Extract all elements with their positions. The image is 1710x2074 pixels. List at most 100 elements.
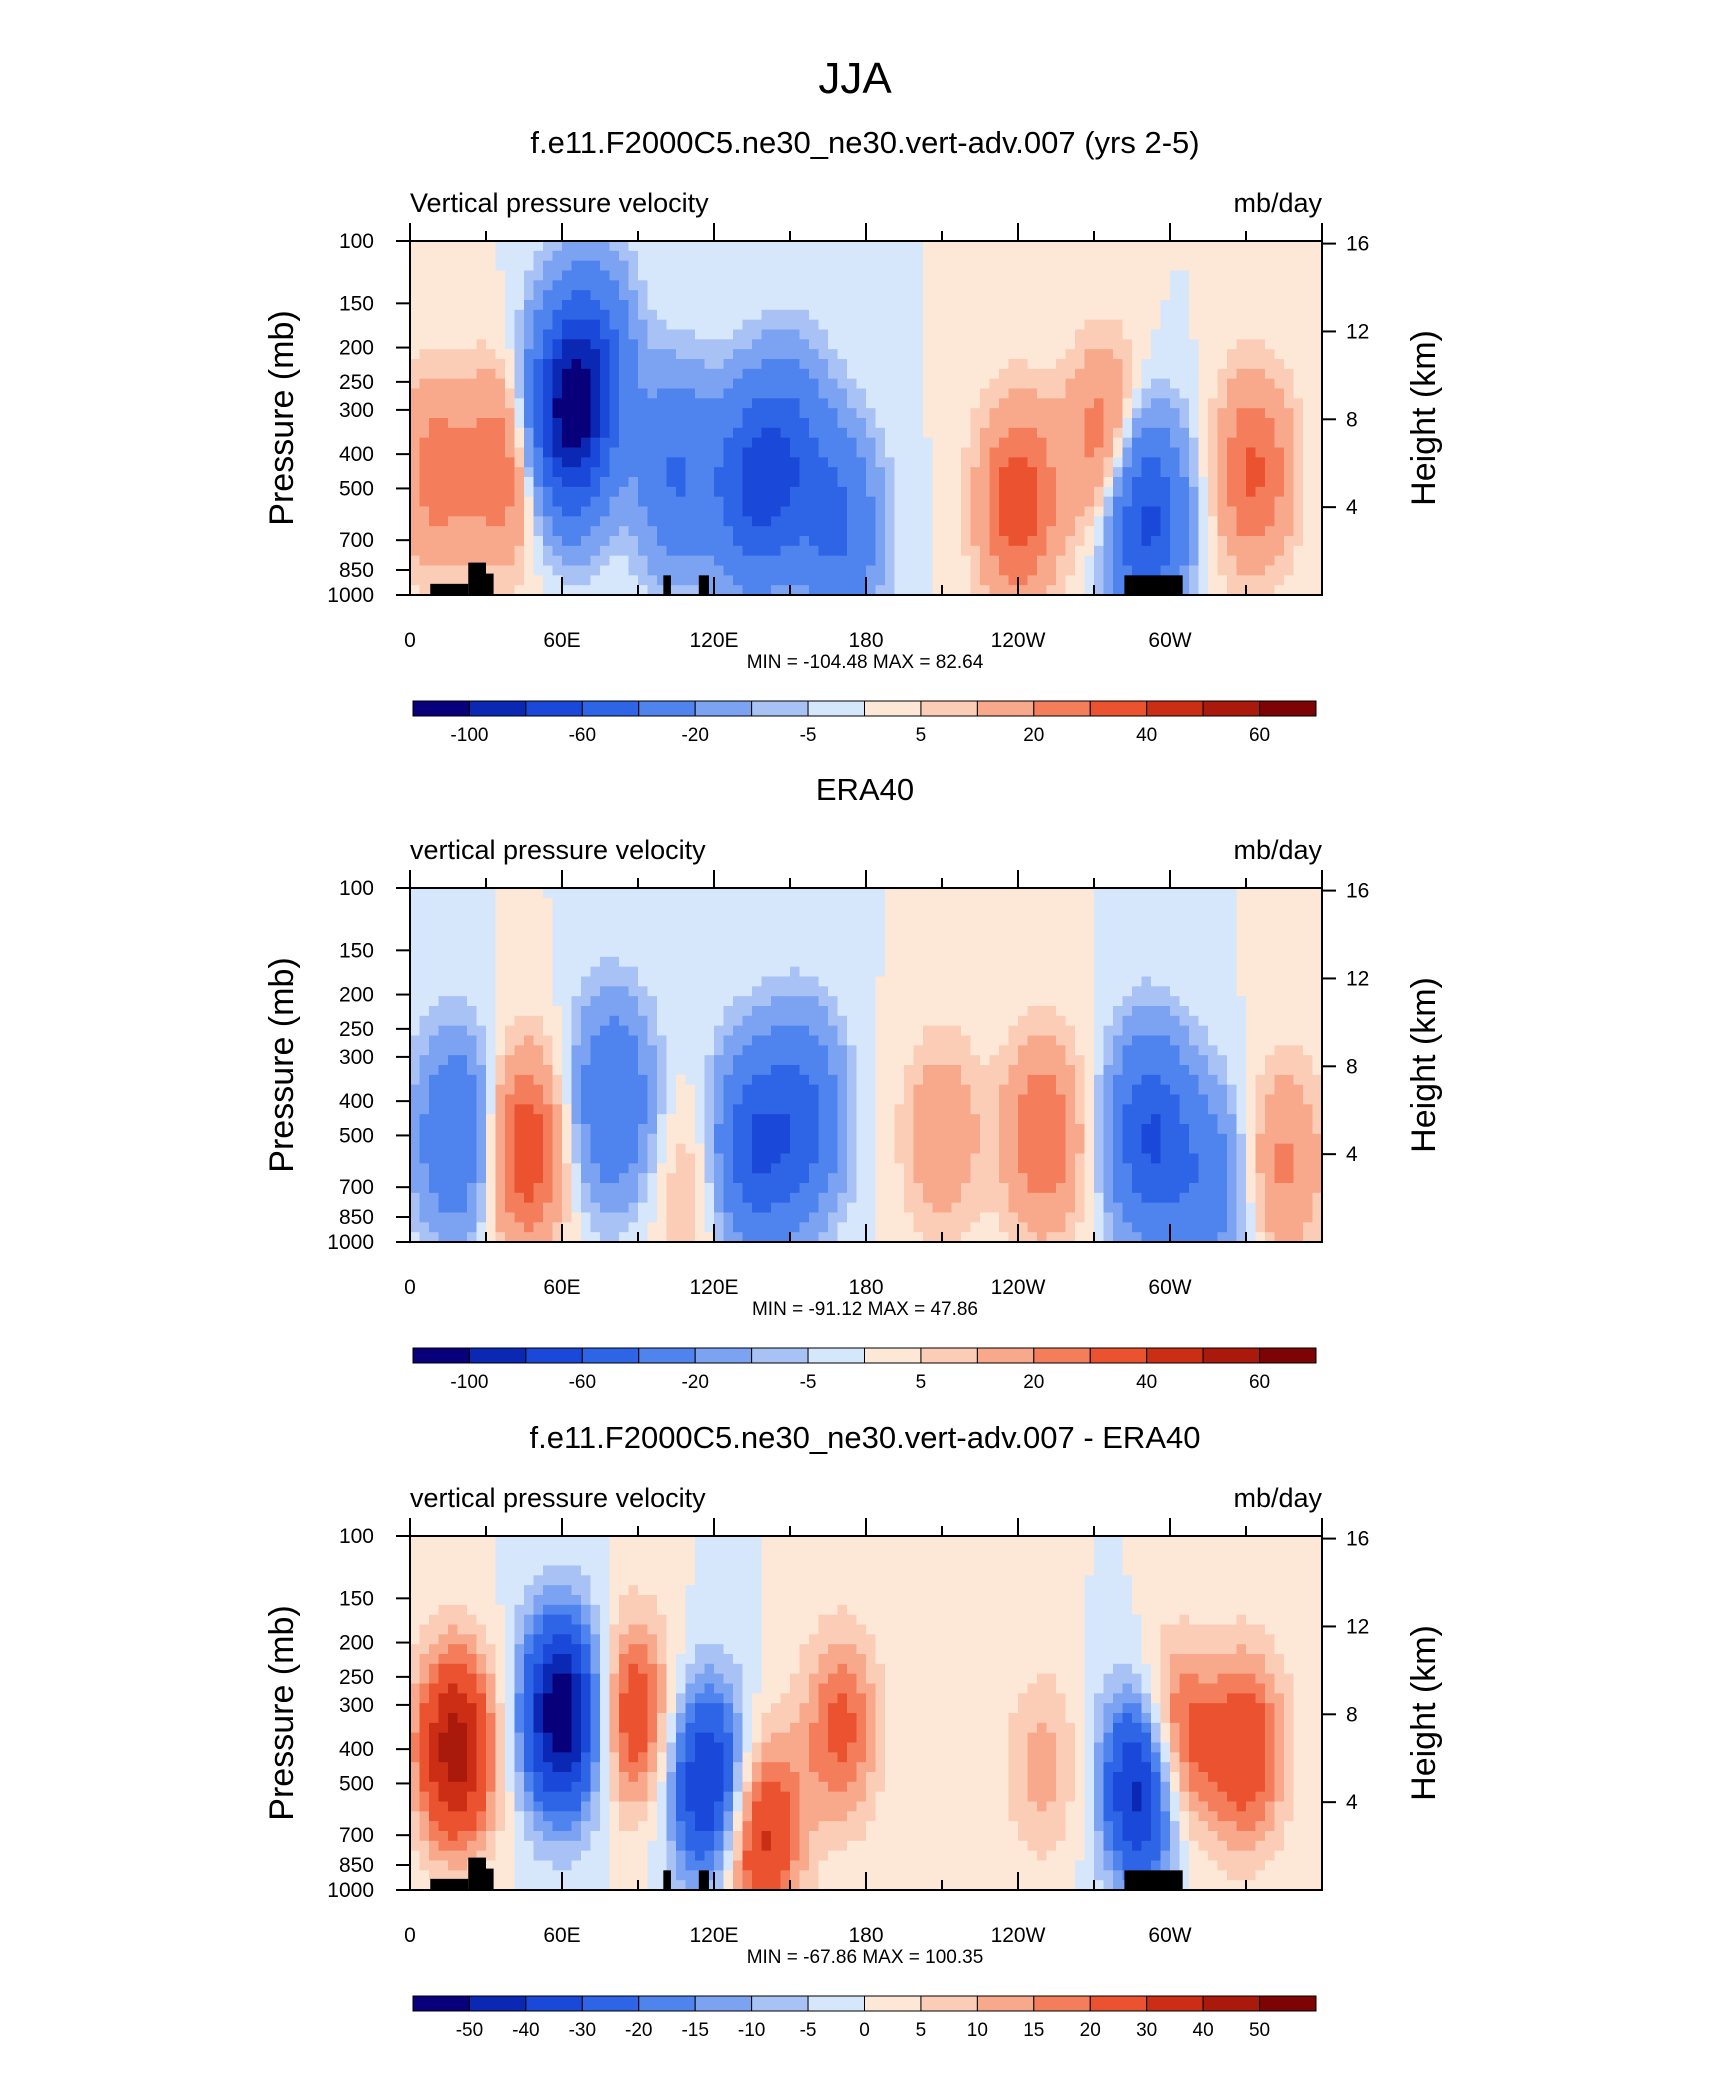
- heatmap-cell: [467, 309, 478, 321]
- heatmap-cell: [590, 947, 601, 958]
- heatmap-cell: [467, 349, 478, 360]
- heatmap-cell: [828, 477, 839, 488]
- heatmap-cell: [609, 1143, 620, 1155]
- heatmap-cell: [752, 966, 763, 978]
- heatmap-cell: [714, 329, 725, 340]
- heatmap-cell: [980, 506, 991, 517]
- heatmap-cell: [562, 1104, 573, 1115]
- heatmap-cell: [1122, 516, 1133, 527]
- heatmap-cell: [1075, 309, 1086, 321]
- heatmap-cell: [894, 290, 905, 301]
- heatmap-cell: [600, 956, 611, 968]
- heatmap-cell: [628, 545, 639, 557]
- heatmap-cell: [505, 457, 516, 468]
- heatmap-cell: [989, 270, 1000, 281]
- heatmap-cell: [1122, 368, 1133, 380]
- heatmap-cell: [505, 368, 516, 380]
- y2-tick-label: 12: [1346, 320, 1369, 343]
- heatmap-cell: [999, 241, 1010, 252]
- heatmap-cell: [875, 378, 886, 390]
- heatmap-cell: [1160, 250, 1171, 262]
- heatmap-cell: [600, 1074, 611, 1086]
- heatmap-cell: [657, 565, 668, 576]
- heatmap-cell: [533, 1045, 544, 1056]
- heatmap-cell: [533, 467, 544, 478]
- heatmap-cell: [980, 457, 991, 468]
- heatmap-cell: [1236, 309, 1247, 321]
- heatmap-cell: [476, 888, 487, 899]
- heatmap-cell: [932, 300, 943, 311]
- heatmap-cell: [1037, 368, 1048, 380]
- heatmap-cell: [495, 300, 506, 311]
- heatmap-cell: [524, 300, 535, 311]
- heatmap-cell: [609, 408, 620, 419]
- heatmap-cell: [951, 545, 962, 557]
- heatmap-cell: [438, 947, 449, 958]
- heatmap-cell: [1189, 270, 1200, 281]
- heatmap-cell: [1265, 565, 1276, 576]
- heatmap-cell: [457, 290, 468, 301]
- heatmap-cell: [1179, 486, 1190, 498]
- heatmap-cell: [581, 1212, 592, 1223]
- heatmap-cell: [543, 418, 554, 429]
- heatmap-cell: [619, 897, 630, 909]
- heatmap-cell: [533, 947, 544, 958]
- heatmap-cell: [505, 1173, 516, 1184]
- heatmap-cell: [1094, 565, 1105, 576]
- heatmap-cell: [457, 545, 468, 557]
- heatmap-cell: [600, 280, 611, 291]
- heatmap-cell: [448, 1084, 459, 1096]
- heatmap-cell: [533, 1202, 544, 1214]
- heatmap-cell: [581, 1173, 592, 1184]
- heatmap-cell: [780, 1035, 791, 1046]
- heatmap-cell: [457, 447, 468, 458]
- heatmap-cell: [419, 1183, 430, 1194]
- heatmap-cell: [951, 516, 962, 527]
- heatmap-cell: [524, 937, 535, 948]
- heatmap-cell: [1179, 585, 1190, 596]
- heatmap-cell: [657, 1035, 668, 1046]
- heatmap-cell: [590, 359, 601, 370]
- heatmap-cell: [951, 467, 962, 478]
- heatmap-cell: [1179, 319, 1190, 331]
- heatmap-cell: [714, 250, 725, 262]
- heatmap-cell: [780, 555, 791, 567]
- heatmap-cell: [457, 486, 468, 498]
- heatmap-cell: [856, 260, 867, 272]
- heatmap-cell: [1246, 506, 1257, 517]
- heatmap-cell: [666, 1232, 677, 1243]
- heatmap-cell: [638, 1232, 649, 1243]
- heatmap-cell: [714, 1192, 725, 1204]
- heatmap-cell: [837, 565, 848, 576]
- heatmap-cell: [1170, 250, 1181, 262]
- heatmap-cell: [1037, 378, 1048, 390]
- heatmap-cell: [1170, 319, 1181, 331]
- heatmap-cell: [695, 280, 706, 291]
- heatmap-cell: [733, 398, 744, 409]
- heatmap-cell: [885, 477, 896, 488]
- heatmap-cell: [894, 329, 905, 340]
- heatmap-cell: [752, 976, 763, 987]
- heatmap-cell: [1122, 565, 1133, 576]
- heatmap-cell: [590, 1163, 601, 1174]
- heatmap-cell: [856, 398, 867, 409]
- heatmap-cell: [638, 378, 649, 390]
- heatmap-cell: [628, 1163, 639, 1174]
- heatmap-cell: [742, 270, 753, 281]
- heatmap-cell: [761, 1006, 772, 1017]
- heatmap-cell: [704, 388, 715, 399]
- heatmap-cell: [1227, 290, 1238, 301]
- heatmap-cell: [894, 270, 905, 281]
- heatmap-cell: [1303, 270, 1314, 281]
- heatmap-cell: [1132, 398, 1143, 409]
- heatmap-cell: [1075, 368, 1086, 380]
- heatmap-cell: [590, 956, 601, 968]
- heatmap-cell: [885, 260, 896, 272]
- heatmap-cell: [780, 927, 791, 938]
- heatmap-cell: [1303, 496, 1314, 508]
- heatmap-cell: [600, 506, 611, 517]
- heatmap-cell: [1075, 319, 1086, 331]
- heatmap-cell: [714, 565, 725, 576]
- heatmap-cell: [1312, 457, 1323, 468]
- heatmap-cell: [562, 496, 573, 508]
